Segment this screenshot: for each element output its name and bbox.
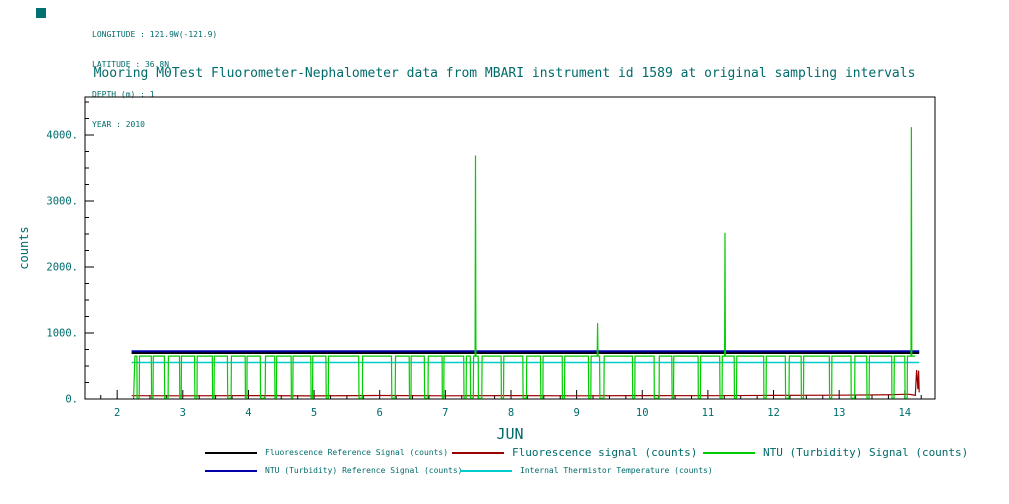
series-line-3 <box>131 369 920 397</box>
legend-label: Fluorescence Reference Signal (counts) <box>265 448 449 457</box>
ntu-signal-swatch-icon <box>703 451 755 454</box>
chart-title: Mooring M0Test Fluorometer-Nephalometer … <box>93 66 916 81</box>
y-tick-label: 0. <box>65 394 78 406</box>
legend-item-ntu-reference: NTU (Turbidity) Reference Signal (counts… <box>205 466 462 475</box>
metadata-block: LONGITUDE : 121.9W(-121.9) LATITUDE : 36… <box>92 10 217 150</box>
x-tick-label: 9 <box>573 407 579 419</box>
legend-item-thermistor: Internal Thermistor Temperature (counts) <box>460 466 713 475</box>
x-tick-label: 2 <box>114 407 120 419</box>
ntu-reference-swatch-icon <box>205 469 257 472</box>
x-tick-label: 8 <box>508 407 514 419</box>
x-axis-title: JUN <box>496 425 523 443</box>
legend-label: Internal Thermistor Temperature (counts) <box>520 466 713 475</box>
metadata-year: YEAR : 2010 <box>92 120 145 129</box>
legend-label: NTU (Turbidity) Signal (counts) <box>763 446 969 459</box>
x-tick-label: 3 <box>180 407 186 419</box>
y-tick-label: 4000. <box>46 130 78 142</box>
x-tick-label: 13 <box>833 407 846 419</box>
thermistor-swatch-icon <box>460 469 512 472</box>
plot-marker-icon <box>36 8 46 18</box>
x-tick-label: 10 <box>636 407 649 419</box>
plot-border <box>84 96 936 400</box>
legend-item-fluorescence-signal: Fluorescence signal (counts) <box>452 446 697 459</box>
legend-item-fluorescence-reference: Fluorescence Reference Signal (counts) <box>205 448 448 457</box>
x-tick-label: 11 <box>702 407 715 419</box>
chart-plot-area: 2 3 4 5 6 7 8 9 10 11 12 13 14 JUN 0. 1000. 2000. 3000. 40… <box>17 96 936 443</box>
x-tick-label: 14 <box>898 407 911 419</box>
metadata-depth: DEPTH (m) : 1 <box>92 90 155 99</box>
legend-label: NTU (Turbidity) Reference Signal (counts… <box>265 466 463 475</box>
legend-label: Fluorescence signal (counts) <box>512 446 698 459</box>
series-line-4 <box>133 127 916 399</box>
x-axis: 2 3 4 5 6 7 8 9 10 11 12 13 14 JUN <box>100 390 922 443</box>
x-tick-label: 12 <box>767 407 780 419</box>
x-tick-label: 4 <box>245 407 251 419</box>
y-axis-title: counts <box>17 226 31 269</box>
y-axis: 0. 1000. 2000. 3000. 4000. counts <box>17 101 94 406</box>
y-tick-label: 2000. <box>46 262 78 274</box>
metadata-longitude: LONGITUDE : 121.9W(-121.9) <box>92 30 218 39</box>
x-tick-label: 6 <box>377 407 383 419</box>
y-tick-label: 1000. <box>46 328 78 340</box>
fluorescence-reference-swatch-icon <box>205 451 257 454</box>
legend-item-ntu-signal: NTU (Turbidity) Signal (counts) <box>703 446 968 459</box>
x-tick-label: 7 <box>442 407 448 419</box>
fluorescence-signal-swatch-icon <box>452 451 504 454</box>
x-tick-label: 5 <box>311 407 317 419</box>
y-tick-label: 3000. <box>46 196 78 208</box>
metadata-latitude: LATITUDE : 36.8N <box>92 60 170 69</box>
